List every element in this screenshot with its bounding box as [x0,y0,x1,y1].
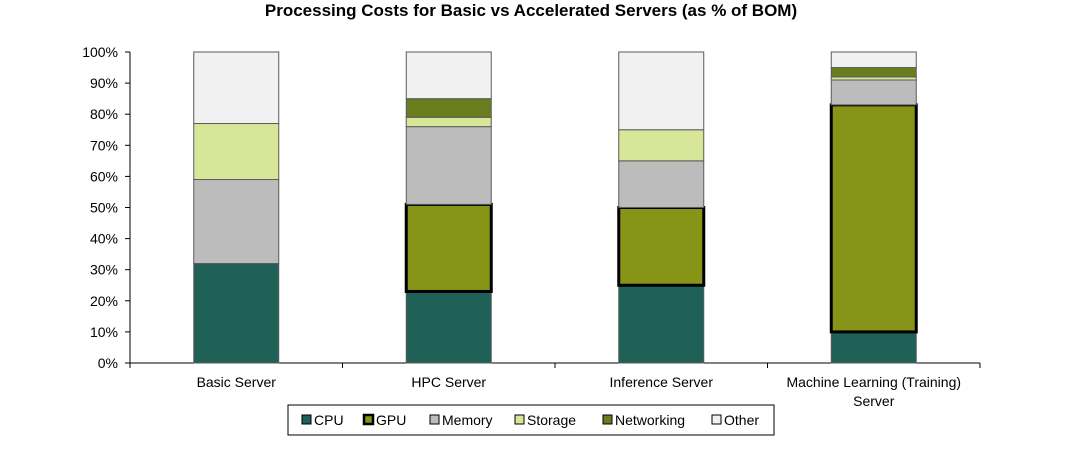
bar-segment-networking [830,67,917,78]
legend-label-other: Other [724,412,759,428]
bars [193,51,918,364]
x-category-label: HPC Server [411,374,486,390]
x-category-label: Machine Learning (Training) Server [786,374,961,409]
bar-segment-storage [618,129,705,162]
y-tick-label: 10% [90,324,118,340]
legend-swatch-other [711,414,722,425]
legend-swatch-networking [602,414,613,425]
x-category-label: Basic Server [197,374,277,390]
y-tick-label: 90% [90,75,118,91]
y-tick-label: 20% [90,293,118,309]
legend-label-storage: Storage [527,412,576,428]
bar-segment-memory [193,179,280,264]
bar-segment-cpu [405,290,492,364]
y-tick-label: 0% [98,355,118,371]
x-category-label: Inference Server [610,374,714,390]
bar-segment-storage [193,123,280,181]
bar-segment-networking [405,98,492,118]
bar-segment-other [405,51,492,100]
bar-segment-memory [618,160,705,209]
y-tick-label: 40% [90,231,118,247]
bar-segment-other [618,51,705,131]
bar-segment-cpu [193,262,280,364]
chart-title: Processing Costs for Basic vs Accelerate… [265,1,797,20]
legend: CPU GPU Memory Storage Networking Other [287,404,775,436]
bar-segment-gpu [617,206,706,287]
y-tick-label: 80% [90,106,118,122]
bar-segment-other [193,51,280,125]
legend-swatch-storage [514,414,525,425]
bar-segment-cpu [618,284,705,364]
legend-swatch-memory [429,414,440,425]
y-tick-label: 50% [90,200,118,216]
bar-segment-memory [405,126,492,205]
legend-swatch-cpu [301,414,312,425]
bar-segment-cpu [830,331,917,364]
y-tick-label: 30% [90,262,118,278]
bar-segment-storage [405,116,492,128]
legend-swatch-gpu [362,413,375,426]
bar-segment-gpu [829,103,918,334]
legend-label-memory: Memory [442,412,493,428]
bar-segment-memory [830,79,917,106]
legend-label-gpu: GPU [376,412,406,428]
axes: 0% 10% 20% 30% 40% 50% 60% 70% 80% 90% 100% Basic S… [82,44,981,409]
bar-segment-other [830,51,917,69]
y-tick-label: 60% [90,168,118,184]
y-tick-label: 70% [90,137,118,153]
bar-segment-gpu [404,202,493,293]
y-tick-label: 100% [82,44,118,60]
legend-label-networking: Networking [615,412,685,428]
legend-label-cpu: CPU [314,412,344,428]
